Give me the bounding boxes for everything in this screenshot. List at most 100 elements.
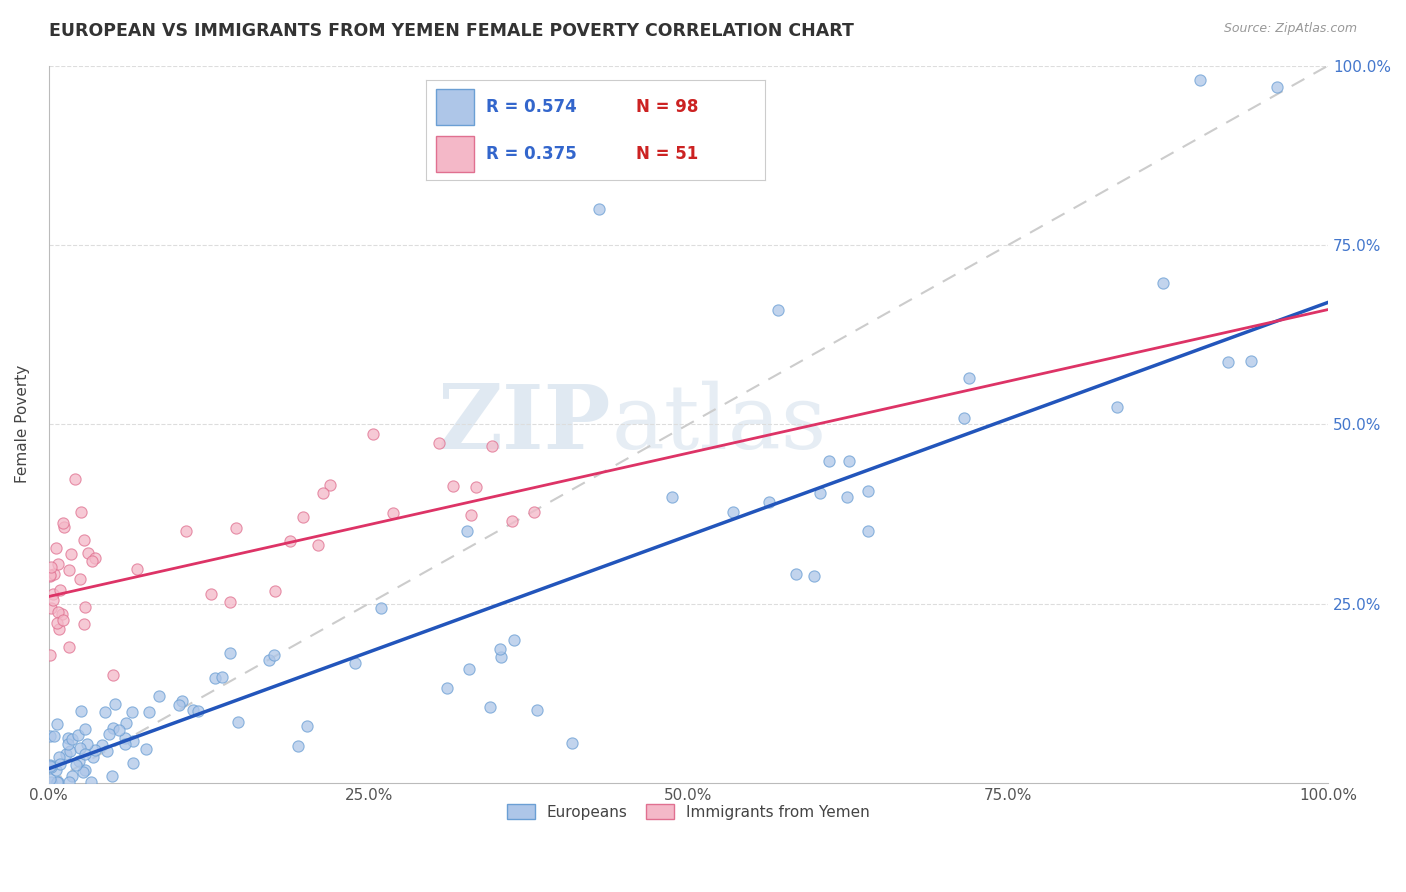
Point [101, 721, 124, 735]
Point [478, 700, 501, 714]
Point [464, 480, 486, 494]
Point [957, 371, 980, 385]
Point [60, 547, 83, 561]
Point [523, 145, 546, 159]
Point [661, 491, 683, 505]
Point [488, 642, 510, 657]
Point [818, 454, 841, 468]
Point [460, 508, 482, 522]
Point [84, 742, 107, 756]
Point [82, 750, 104, 764]
Point [49, 757, 72, 772]
Point [456, 524, 478, 538]
Point [523, 505, 546, 519]
Point [187, 704, 209, 718]
Point [122, 733, 145, 747]
Point [48, 622, 70, 636]
Point [204, 671, 226, 685]
Point [181, 703, 204, 717]
Point [138, 705, 160, 719]
Point [42, 593, 65, 607]
Point [67, 754, 90, 768]
Point [39, 568, 62, 582]
Point [1105, 401, 1128, 415]
Point [526, 703, 548, 717]
Text: Source: ZipAtlas.com: Source: ZipAtlas.com [1223, 22, 1357, 36]
Point [58, 640, 80, 654]
Point [39, 759, 62, 773]
Point [98, 727, 121, 741]
Point [63, 472, 86, 486]
Point [257, 652, 280, 666]
Point [170, 694, 193, 708]
Point [278, 533, 301, 548]
Point [73, 599, 96, 614]
Point [46, 775, 69, 789]
Text: atlas: atlas [612, 381, 827, 468]
Point [766, 302, 789, 317]
Point [838, 454, 860, 468]
Point [481, 439, 503, 453]
Point [39, 559, 62, 574]
Point [226, 714, 249, 729]
Point [856, 524, 879, 539]
Point [73, 747, 96, 762]
Point [312, 485, 335, 500]
Point [721, 505, 744, 519]
Point [1189, 73, 1212, 87]
Point [803, 569, 825, 583]
Point [121, 706, 143, 720]
Point [65, 757, 87, 772]
Y-axis label: Female Poverty: Female Poverty [15, 365, 30, 483]
Point [67, 728, 90, 742]
Point [48, 749, 70, 764]
Point [80, 775, 103, 789]
Point [60, 732, 83, 747]
Point [52, 516, 75, 531]
Point [39, 775, 62, 789]
Point [291, 510, 314, 524]
Point [856, 483, 879, 498]
Point [48, 775, 70, 789]
Point [174, 524, 197, 538]
Point [53, 520, 76, 534]
Point [953, 411, 976, 425]
Point [39, 600, 62, 615]
Point [69, 705, 91, 719]
Point [46, 605, 69, 619]
Point [39, 757, 62, 772]
Point [489, 650, 512, 665]
Point [114, 731, 136, 746]
Point [72, 765, 94, 780]
Point [55, 747, 77, 761]
Legend: Europeans, Immigrants from Yemen: Europeans, Immigrants from Yemen [501, 797, 876, 826]
Point [167, 698, 190, 712]
Point [427, 436, 450, 450]
Point [60, 769, 83, 783]
Point [70, 505, 93, 519]
Point [39, 729, 62, 743]
Point [1265, 80, 1288, 95]
Point [588, 202, 610, 216]
Point [319, 477, 342, 491]
Point [39, 760, 62, 774]
Point [382, 506, 405, 520]
Point [370, 601, 392, 615]
Point [264, 583, 287, 598]
Point [148, 689, 170, 703]
Point [758, 494, 780, 508]
Point [73, 722, 96, 736]
Point [82, 554, 104, 568]
Point [1240, 353, 1263, 368]
Point [808, 486, 831, 500]
Point [39, 569, 62, 583]
Point [46, 717, 69, 731]
Point [263, 648, 285, 662]
Point [121, 756, 143, 770]
Point [1152, 276, 1174, 290]
Point [77, 546, 100, 560]
Point [502, 633, 524, 648]
Point [49, 582, 72, 597]
Point [561, 736, 583, 750]
Point [218, 646, 240, 660]
